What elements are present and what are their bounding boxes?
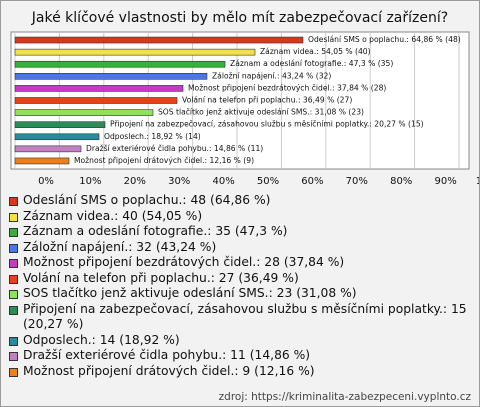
x-tick-label: 80%	[390, 176, 412, 187]
bar-label: Připojení na zabezpečovací, zásahovou sl…	[110, 120, 424, 129]
legend-item: SOS tlačítko jenž aktivuje odeslání SMS.…	[9, 286, 471, 302]
x-tick-label: 90%	[434, 176, 456, 187]
legend-swatch	[9, 259, 18, 268]
legend-swatch	[9, 305, 18, 315]
legend-label: Dražší exteriérové čidla pohybu.: 11 (14…	[23, 348, 311, 362]
bar	[14, 60, 226, 68]
legend-item: Volání na telefon při poplachu.: 27 (36,…	[9, 271, 471, 287]
legend-label: Záznam videa.: 40 (54,05 %)	[23, 208, 203, 223]
legend-label: Odeslání SMS o poplachu.: 48 (64,86 %)	[23, 193, 271, 207]
bar	[14, 157, 70, 165]
legend-swatch	[9, 212, 18, 222]
bar	[14, 97, 178, 104]
legend-label: Záznam a odeslání fotografie.: 35 (47,3 …	[23, 224, 288, 238]
legend-swatch	[9, 352, 18, 361]
x-tick-label: 60%	[301, 176, 323, 187]
bar	[14, 48, 256, 56]
legend-label: Možnost připojení bezdrátových čidel.: 2…	[23, 255, 345, 269]
bar	[14, 36, 304, 44]
bar-label: Možnost připojení bezdrátových čidel.: 3…	[188, 83, 386, 92]
bar-label: Odposlech.: 18,92 % (14)	[104, 132, 201, 141]
x-tick-label: 40%	[212, 176, 234, 187]
legend-swatch	[9, 197, 18, 206]
chart: Jaké klíčové vlastnosti by mělo mít zabe…	[10, 10, 479, 187]
x-tick-label: 70%	[346, 176, 368, 187]
bar-label: Záznam a odeslání fotografie.: 47,3 % (3…	[230, 59, 393, 68]
legend-item: Záložní napájení.: 32 (43,24 %)	[9, 240, 471, 256]
bar-label: Záznam videa.: 54,05 % (40)	[260, 47, 371, 56]
bar	[14, 85, 184, 92]
bar	[14, 73, 208, 80]
legend-swatch	[9, 290, 18, 299]
bar	[14, 133, 100, 141]
legend-swatch	[9, 367, 18, 377]
legend-item: Dražší exteriérové čidla pohybu.: 11 (14…	[9, 348, 471, 364]
bar-label: Dražší exteriérové čidla pohybu.: 14,86 …	[86, 144, 263, 153]
legend-label: Odposlech.: 14 (18,92 %)	[23, 332, 180, 347]
bar-label: Volání na telefon při poplachu.: 36,49 %…	[182, 96, 352, 105]
legend-item: Záznam videa.: 40 (54,05 %)	[9, 209, 471, 225]
legend-label: Volání na telefon při poplachu.: 27 (36,…	[23, 270, 299, 285]
bar-label: Možnost připojení drátových čidel.: 12,1…	[74, 156, 254, 165]
legend-swatch	[9, 243, 18, 253]
legend-label: Připojení na zabezpečovací, zásahovou sl…	[23, 301, 467, 332]
chart-title: Jaké klíčové vlastnosti by mělo mít zabe…	[31, 10, 448, 26]
bar	[14, 121, 106, 128]
legend-item: Možnost připojení drátových čidel.: 9 (1…	[9, 364, 471, 380]
bar-label: SOS tlačítko jenž aktivuje odeslání SMS.…	[158, 108, 364, 117]
legend-swatch	[9, 336, 18, 346]
legend: Odeslání SMS o poplachu.: 48 (64,86 %) Zá…	[9, 193, 471, 379]
x-tick-label: 10%	[79, 176, 101, 187]
legend-item: Odposlech.: 14 (18,92 %)	[9, 333, 471, 349]
x-tick-label: 100%	[476, 176, 479, 187]
x-tick-label: 30%	[168, 176, 190, 187]
source: zdroj: https://kriminalita-zabezpeceni.v…	[218, 391, 471, 403]
legend-item: Připojení na zabezpečovací, zásahovou sl…	[9, 302, 471, 333]
bar-label: Záložní napájení.: 43,24 % (32)	[212, 71, 331, 80]
bar	[14, 109, 154, 116]
x-tick-label: 0%	[38, 176, 54, 187]
bar	[14, 145, 82, 153]
legend-item: Možnost připojení bezdrátových čidel.: 2…	[9, 255, 471, 271]
legend-item: Záznam a odeslání fotografie.: 35 (47,3 …	[9, 224, 471, 240]
legend-swatch	[9, 274, 18, 284]
legend-label: Záložní napájení.: 32 (43,24 %)	[23, 239, 217, 254]
legend-label: SOS tlačítko jenž aktivuje odeslání SMS.…	[23, 286, 357, 300]
legend-item: Odeslání SMS o poplachu.: 48 (64,86 %)	[9, 193, 471, 209]
bar-label: Odeslání SMS o poplachu.: 64,86 % (48)	[308, 35, 461, 44]
legend-label: Možnost připojení drátových čidel.: 9 (1…	[23, 363, 315, 378]
x-tick-label: 20%	[124, 176, 146, 187]
x-tick-label: 50%	[257, 176, 279, 187]
legend-swatch	[9, 228, 18, 237]
